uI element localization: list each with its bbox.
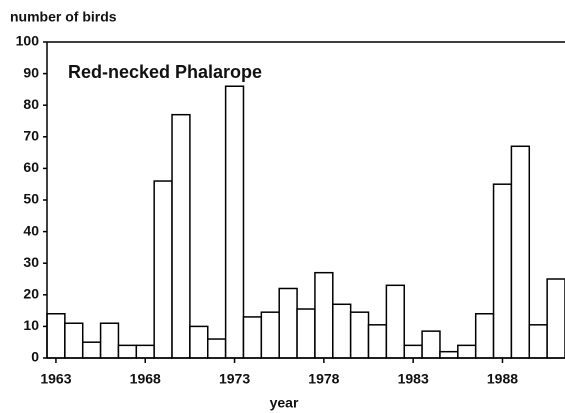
y-tick-label: 10 <box>23 317 39 333</box>
y-tick-label: 30 <box>23 254 39 270</box>
bar <box>278 287 298 359</box>
bar <box>439 350 459 359</box>
chart-title: Red-necked Phalarope <box>68 62 262 82</box>
bar <box>314 271 334 359</box>
x-tick-label: 1963 <box>40 371 71 387</box>
bar <box>224 85 245 359</box>
y-tick-label: 60 <box>23 159 39 175</box>
bar <box>117 344 138 359</box>
bar <box>81 341 102 359</box>
bar <box>189 325 209 359</box>
x-tick-label: 1968 <box>130 371 161 387</box>
bar <box>546 278 565 359</box>
y-tick-label: 70 <box>23 128 39 144</box>
bar <box>492 183 513 359</box>
x-axis-label: year <box>270 395 299 411</box>
bar <box>457 344 477 359</box>
bar <box>242 316 263 359</box>
y-tick-label: 50 <box>23 191 39 207</box>
bar <box>260 311 280 359</box>
y-tick-label: 20 <box>23 286 39 302</box>
bar <box>332 303 352 359</box>
bar <box>510 145 531 359</box>
bar <box>349 311 370 359</box>
y-tick-label: 80 <box>23 96 39 112</box>
y-tick-label: 100 <box>16 33 40 49</box>
bar <box>474 313 495 359</box>
bar <box>99 322 120 359</box>
bar <box>153 180 173 359</box>
bar <box>296 308 316 359</box>
bar <box>367 324 388 359</box>
bar <box>64 322 84 359</box>
y-axis-label: number of birds <box>10 9 117 25</box>
y-tick-label: 90 <box>23 64 39 80</box>
bar <box>171 113 191 359</box>
x-tick-label: 1978 <box>308 371 339 387</box>
y-tick-label: 0 <box>31 349 39 365</box>
bar <box>421 330 441 359</box>
x-tick-label: 1973 <box>219 371 250 387</box>
bar <box>403 344 423 359</box>
bar <box>46 313 66 359</box>
bar <box>528 324 548 359</box>
y-tick-label: 40 <box>23 222 39 238</box>
bar <box>135 344 155 359</box>
bar <box>207 338 227 359</box>
bar <box>385 284 405 359</box>
x-tick-label: 1988 <box>487 371 518 387</box>
x-tick-label: 1983 <box>398 371 429 387</box>
